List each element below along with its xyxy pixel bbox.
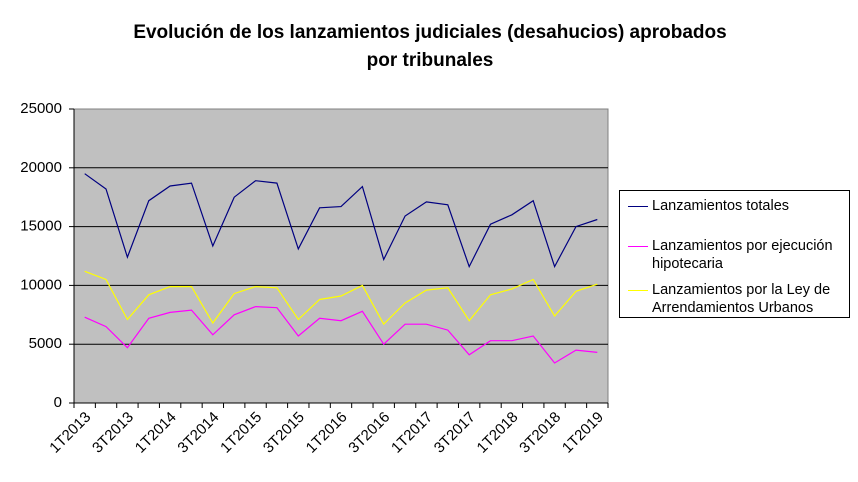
chart-title: por tribunales [367, 50, 494, 71]
y-tick-label: 15000 [20, 218, 62, 235]
x-tick-label: 3T2014 [174, 409, 222, 457]
plot-area [73, 108, 609, 404]
legend: Lanzamientos totales Lanzamientos por eje… [619, 190, 850, 318]
x-tick-label: 3T2018 [516, 409, 564, 457]
legend-swatch [628, 290, 648, 291]
y-tick-label: 0 [54, 394, 62, 411]
series-line [84, 305, 598, 364]
legend-entry: Lanzamientos totales [628, 197, 848, 215]
legend-swatch [628, 246, 648, 247]
x-tick-label: 3T2015 [260, 409, 308, 457]
x-tick-label: 3T2013 [89, 409, 137, 457]
legend-entry: Lanzamientos por ejecución hipotecaria [628, 237, 848, 273]
x-tick-label: 1T2015 [217, 409, 265, 457]
series-line [84, 173, 598, 269]
y-tick-label: 20000 [20, 159, 62, 176]
legend-swatch [628, 206, 648, 207]
x-tick-label: 1T2019 [559, 409, 607, 457]
legend-label: Lanzamientos por ejecución hipotecaria [652, 238, 833, 272]
y-tick-label: 5000 [29, 335, 62, 352]
x-tick-label: 3T2017 [431, 409, 479, 457]
x-tick-label: 1T2014 [132, 409, 180, 457]
y-tick-label: 25000 [20, 100, 62, 117]
y-tick-label: 10000 [20, 276, 62, 293]
chart-title: Evolución de los lanzamientos judiciales… [133, 22, 726, 43]
x-tick-label: 1T2018 [474, 409, 522, 457]
legend-label: Lanzamientos totales [652, 198, 790, 214]
legend-entry: Lanzamientos por la Ley de Arrendamiento… [628, 281, 848, 317]
series-line [84, 270, 598, 326]
x-tick-label: 1T2016 [303, 409, 351, 457]
x-tick-label: 1T2013 [46, 409, 94, 457]
x-tick-label: 3T2016 [345, 409, 393, 457]
legend-label: Lanzamientos por la Ley de Arrendamiento… [652, 282, 831, 316]
x-tick-label: 1T2017 [388, 409, 436, 457]
